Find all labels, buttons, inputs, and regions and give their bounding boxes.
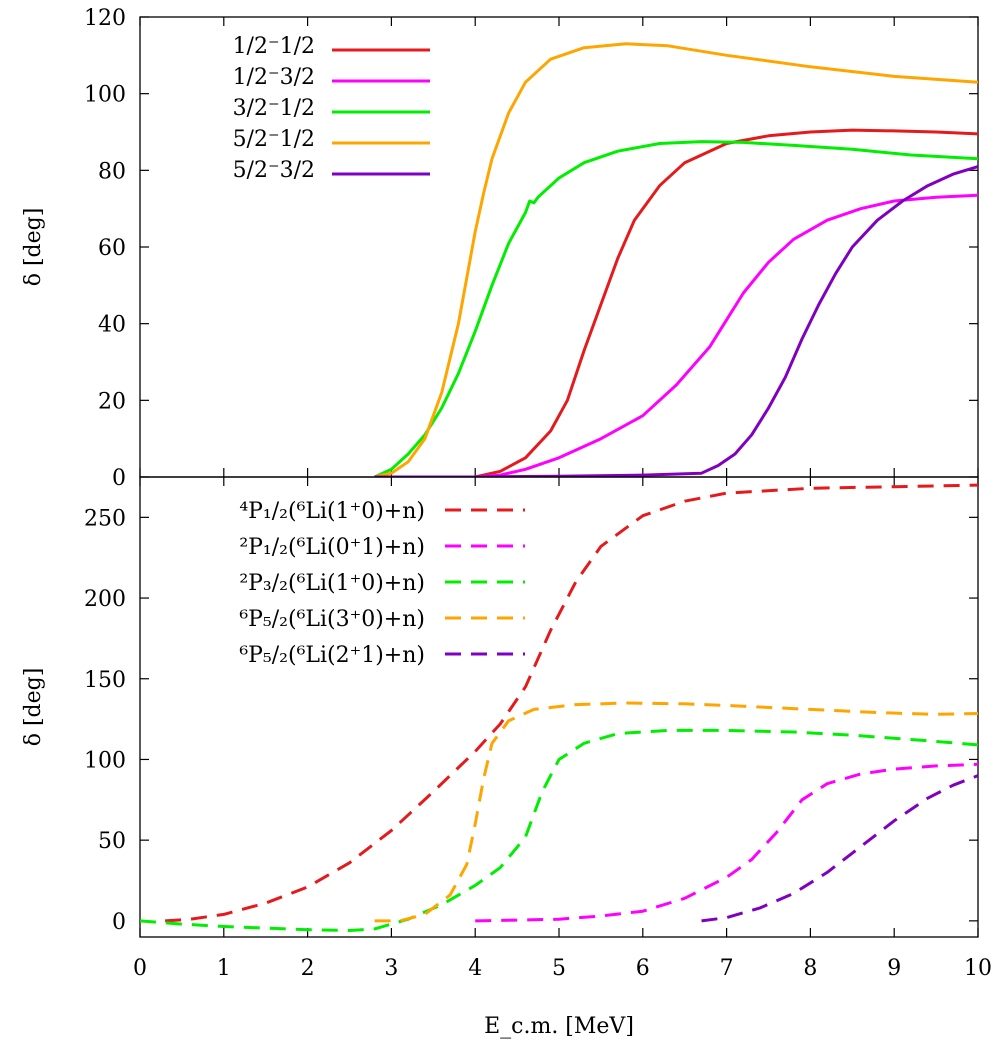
x-tick-label: 7 bbox=[720, 956, 734, 981]
series-line-bottom-3 bbox=[374, 701, 978, 923]
y-tick-label: 150 bbox=[84, 668, 126, 693]
bottom-panel: 0 50 100 150 200 250 0 1 2 3 4 5 6 7 8 9 10 δ [deg] ⁴P₁/₂(… bbox=[21, 476, 992, 981]
y-tick-label: 0 bbox=[112, 910, 126, 935]
x-tick-label: 1 bbox=[217, 956, 231, 981]
series-line-top-3 bbox=[374, 42, 978, 477]
legend-entry-label: 3/2⁻1/2 bbox=[233, 96, 315, 121]
series-line-bottom-2 bbox=[140, 728, 978, 932]
x-tick-label: 10 bbox=[964, 956, 992, 981]
y-axis-title: δ [deg] bbox=[21, 208, 46, 287]
y-tick-label: 120 bbox=[84, 6, 126, 31]
legend-entry-label: 5/2⁻1/2 bbox=[233, 127, 315, 152]
legend-entry-label: 1/2⁻3/2 bbox=[233, 65, 315, 90]
y-axis-title: δ [deg] bbox=[21, 668, 46, 747]
y-tick-label: 200 bbox=[84, 587, 126, 612]
x-tick-label: 4 bbox=[468, 956, 482, 981]
legend-entry-label: ⁶P₅/₂(⁶Li(3⁺0)+n) bbox=[239, 607, 425, 632]
legend-entry-label: ²P₃/₂(⁶Li(1⁺0)+n) bbox=[239, 571, 425, 596]
x-tick-label: 2 bbox=[301, 956, 315, 981]
y-tick-label: 100 bbox=[84, 748, 126, 773]
legend-entry-label: ⁶P₅/₂(⁶Li(2⁺1)+n) bbox=[239, 643, 425, 668]
series-line-bottom-0 bbox=[164, 483, 978, 923]
x-tick-label: 9 bbox=[887, 956, 901, 981]
x-tick-label: 5 bbox=[552, 956, 566, 981]
series-line-top-4 bbox=[374, 165, 978, 477]
x-axis-title-text: E_c.m. [MeV] bbox=[484, 1014, 634, 1039]
legend-entry-label: ⁴P₁/₂(⁶Li(1⁺0)+n) bbox=[239, 499, 425, 524]
y-tick-label: 50 bbox=[98, 829, 126, 854]
y-tick-label: 100 bbox=[84, 83, 126, 108]
series-line-top-2 bbox=[373, 140, 978, 477]
top-panel: 0 20 40 60 80 100 120 δ [deg] 1/2⁻1/2 1/2⁻3/2 3/2⁻… bbox=[21, 6, 979, 491]
legend-entry-label: 1/2⁻1/2 bbox=[233, 34, 315, 59]
x-tick-label: 8 bbox=[803, 956, 817, 981]
legend-entry-label: ²P₁/₂(⁶Li(0⁺1)+n) bbox=[239, 535, 425, 560]
series-line-top-0 bbox=[374, 128, 978, 477]
x-axis-title: E_c.m. [MeV] bbox=[484, 1014, 634, 1039]
x-tick-label: 0 bbox=[133, 956, 147, 981]
x-tick-label: 3 bbox=[384, 956, 398, 981]
y-tick-label: 60 bbox=[98, 236, 126, 261]
legend-entry-label: 5/2⁻3/2 bbox=[233, 158, 315, 183]
y-tick-label: 250 bbox=[84, 506, 126, 531]
y-tick-label: 80 bbox=[98, 159, 126, 184]
y-tick-label: 20 bbox=[98, 389, 126, 414]
y-tick-label: 40 bbox=[98, 313, 126, 338]
series-line-bottom-4 bbox=[701, 774, 978, 923]
x-tick-label: 6 bbox=[636, 956, 650, 981]
series-line-bottom-1 bbox=[475, 762, 978, 923]
series-line-top-1 bbox=[374, 193, 978, 477]
y-tick-label: 0 bbox=[112, 466, 126, 491]
